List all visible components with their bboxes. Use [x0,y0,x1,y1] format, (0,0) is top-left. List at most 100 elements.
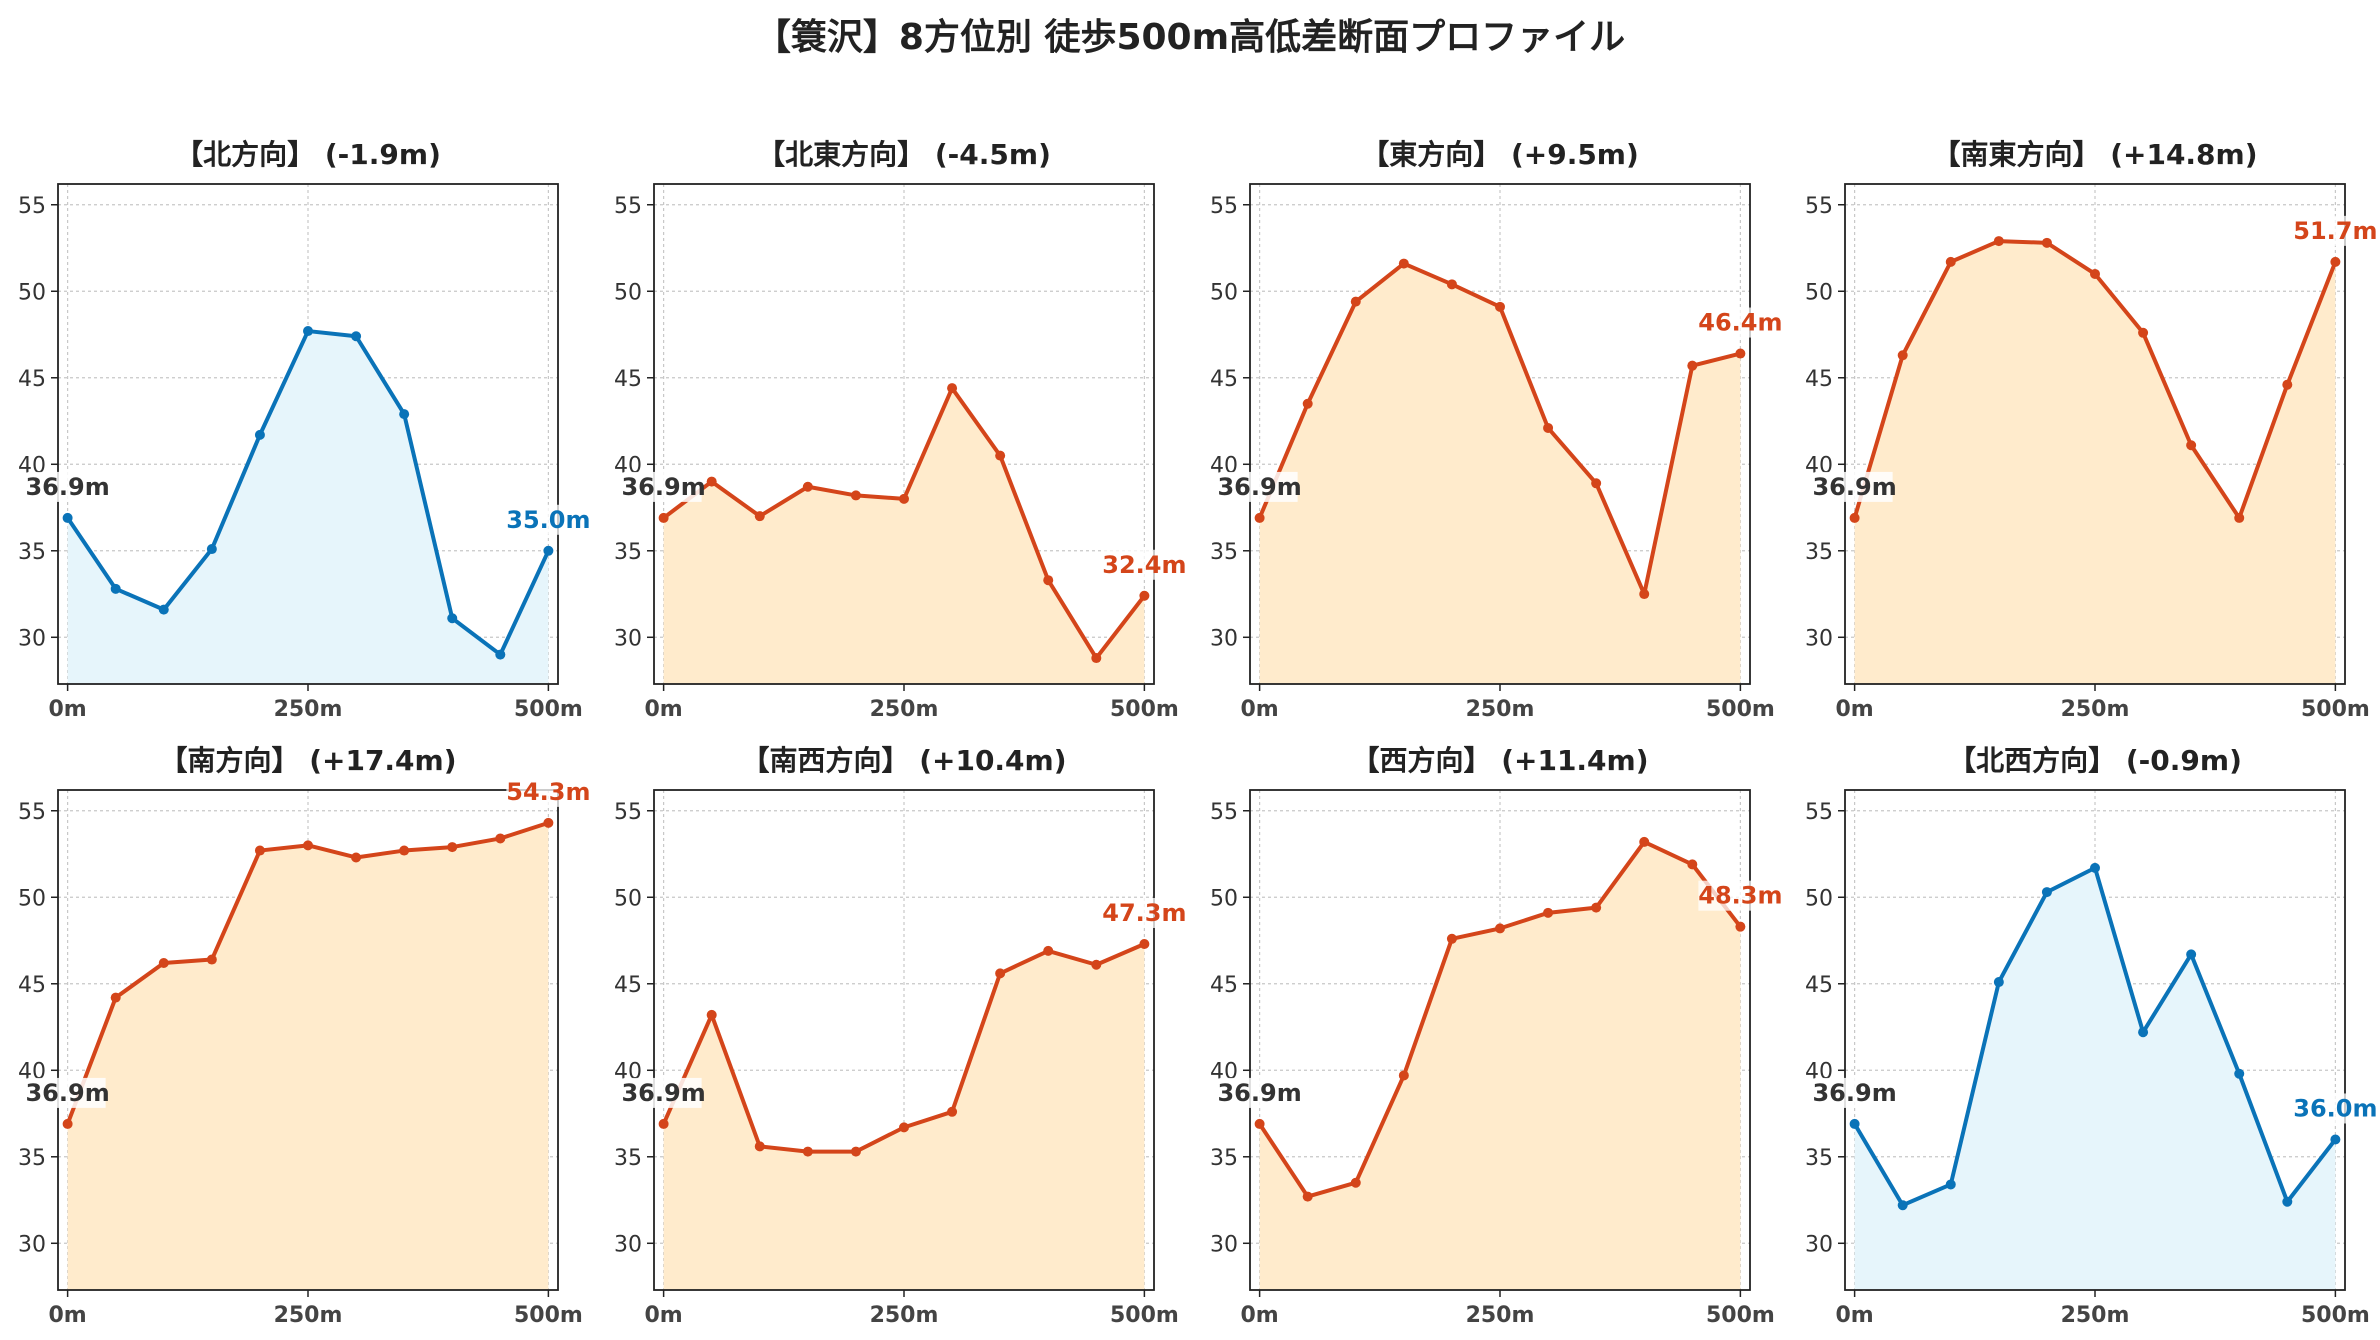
area-fill [1259,263,1741,684]
data-point [1849,512,1860,523]
x-tick-label: 500m [514,697,583,722]
area-fill [663,943,1145,1290]
y-tick-label: 35 [1210,1146,1238,1171]
end-label-bg [2293,1093,2378,1124]
data-point [1043,945,1054,956]
y-tick-label: 35 [1805,540,1833,565]
y-tick-label: 50 [614,280,642,305]
data-point [303,326,313,337]
end-label: 47.3m [1102,899,1186,927]
data-point [254,429,265,440]
figure-title: 【簑沢】8方位別 徒歩500m高低差断面プロファイル [754,17,1626,58]
data-point [1993,236,2004,247]
y-tick-label: 50 [1210,886,1238,911]
data-point [1043,575,1054,586]
y-tick-label: 55 [1805,194,1833,219]
x-tick-label: 500m [1110,1303,1179,1328]
data-point [351,852,362,863]
area-fill [1259,841,1741,1290]
data-point [2330,1134,2341,1145]
start-label-bg [1814,471,1893,502]
data-point [658,512,669,523]
data-point [1945,1179,1956,1190]
data-point [158,958,169,969]
data-point [1687,360,1698,371]
data-point [62,1118,73,1129]
y-tick-label: 30 [614,1232,642,1257]
data-point [706,1009,717,1020]
data-point [995,450,1006,461]
data-point [2090,268,2100,279]
data-point [495,649,506,660]
data-point [1945,256,1956,267]
y-tick-label: 45 [1210,973,1238,998]
start-label: 36.9m [25,473,109,501]
start-label: 36.9m [621,473,705,501]
start-label-bg [623,1077,702,1108]
data-point [1398,1070,1409,1081]
y-tick-label: 55 [614,194,642,219]
y-tick-label: 35 [614,540,642,565]
y-tick-label: 45 [614,973,642,998]
data-point [1139,590,1150,601]
y-tick-label: 50 [614,886,642,911]
data-point [447,842,458,853]
data-point [399,845,410,856]
y-tick-label: 30 [1210,626,1238,651]
x-tick-label: 500m [2301,697,2370,722]
area-fill [663,388,1145,684]
data-point [206,544,217,555]
area-fill [67,331,549,684]
data-point [2186,949,2197,960]
x-tick-label: 500m [1706,1303,1775,1328]
data-point [1139,938,1150,949]
y-tick-label: 45 [1805,973,1833,998]
data-point [2186,440,2197,451]
chart-title: 【北東方向】 (-4.5m) [757,138,1051,171]
data-point [110,992,121,1003]
x-tick-label: 0m [1240,1303,1278,1328]
start-label: 36.9m [1812,473,1896,501]
x-tick-label: 500m [514,1303,583,1328]
start-label: 36.9m [25,1079,109,1107]
data-point [1639,589,1650,600]
y-tick-label: 30 [614,626,642,651]
x-tick-label: 500m [2301,1303,2370,1328]
data-point [706,476,717,487]
x-tick-label: 0m [48,1303,86,1328]
data-point [1897,1200,1908,1211]
chart-title: 【北方向】 (-1.9m) [175,138,441,171]
data-point [947,1106,958,1117]
end-label: 54.3m [506,778,590,806]
start-label-bg [1219,471,1298,502]
y-tick-label: 55 [18,800,46,825]
data-point [1302,398,1313,409]
chart-title: 【西方向】 (+11.4m) [1351,744,1648,777]
data-point [1091,959,1102,970]
data-point [2041,887,2052,898]
data-point [2090,862,2100,873]
data-point [1254,1118,1265,1129]
start-label-bg [1219,1077,1298,1108]
chart-title: 【北西方向】 (-0.9m) [1948,744,2242,777]
data-point [2282,1196,2293,1207]
start-label: 36.9m [1217,473,1301,501]
x-tick-label: 250m [1466,697,1535,722]
data-point [62,512,73,523]
y-tick-label: 45 [614,367,642,392]
data-point [1993,977,2004,988]
data-point [1446,933,1457,944]
end-label-bg [1102,897,1187,928]
x-tick-label: 0m [1835,1303,1873,1328]
x-tick-label: 500m [1110,697,1179,722]
end-label-bg [506,504,591,535]
data-point [1446,279,1457,290]
data-point [1091,653,1102,664]
y-tick-label: 45 [1210,367,1238,392]
chart-title: 【南西方向】 (+10.4m) [741,744,1066,777]
y-tick-label: 45 [18,367,46,392]
